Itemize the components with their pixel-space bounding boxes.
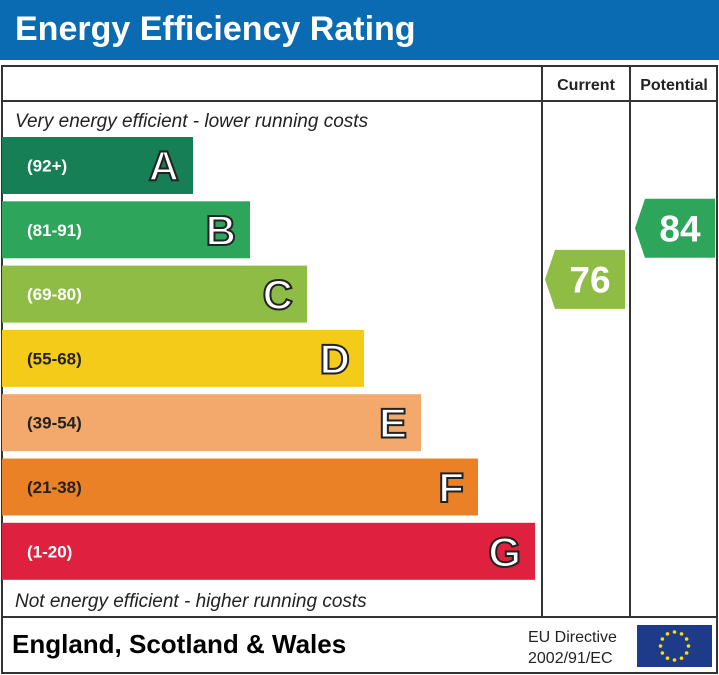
region-label: England, Scotland & Wales [12,629,346,659]
band-letter: C [263,271,293,318]
band-range-label: (92+) [27,157,67,176]
band-letter: A [149,143,179,190]
potential-rating-arrow: 84 [635,198,715,258]
band-d: (55-68) D [2,329,364,387]
star-icon [672,630,677,634]
directive-line1: EU Directive [528,629,617,646]
band-a: (92+) A [2,137,193,194]
band-bar-g [2,522,535,580]
band-range-label: (81-91) [27,221,82,240]
band-range-label: (39-54) [27,414,82,433]
band-bar-c [2,265,307,323]
band-range-label: (21-38) [27,478,82,497]
band-letter: D [320,335,350,382]
star-icon [665,656,670,660]
potential-rating-value: 84 [659,208,701,249]
star-icon [665,632,670,636]
eu-flag-icon [637,625,712,667]
star-icon [686,644,691,648]
star-icon [684,651,689,655]
star-icon [658,644,663,648]
header-bar: Energy Efficiency Rating [0,0,719,60]
band-letter: G [488,528,521,575]
current-column-header: Current [557,77,615,94]
band-letter: F [438,464,464,511]
star-icon [672,658,677,662]
band-range-label: (55-68) [27,349,82,368]
band-e: (39-54) E [2,394,421,452]
page-title: Energy Efficiency Rating [15,10,416,48]
band-range-label: (1-20) [27,542,72,561]
star-icon [684,637,689,641]
band-range-label: (69-80) [27,285,82,304]
star-icon [660,651,665,655]
band-bar-d [2,329,364,387]
band-letter: B [206,207,236,254]
star-icon [679,656,684,660]
directive-line2: 2002/91/EC [528,650,613,667]
band-bar-a [2,137,193,194]
current-rating-arrow: 76 [545,249,625,309]
star-icon [660,637,665,641]
top-note: Very energy efficient - lower running co… [15,111,369,132]
band-f: (21-38) F [2,458,478,516]
band-bar-f [2,458,478,516]
current-rating-value: 76 [569,259,610,300]
bottom-note: Not energy efficient - higher running co… [15,591,367,612]
band-bar-e [2,394,421,452]
band-letter: E [379,400,407,447]
band-b: (81-91) B [2,201,250,259]
band-g: (1-20) G [2,522,535,580]
band-bar-b [2,201,250,259]
band-c: (69-80) C [2,265,307,323]
potential-column-header: Potential [640,77,708,94]
star-icon [679,632,684,636]
